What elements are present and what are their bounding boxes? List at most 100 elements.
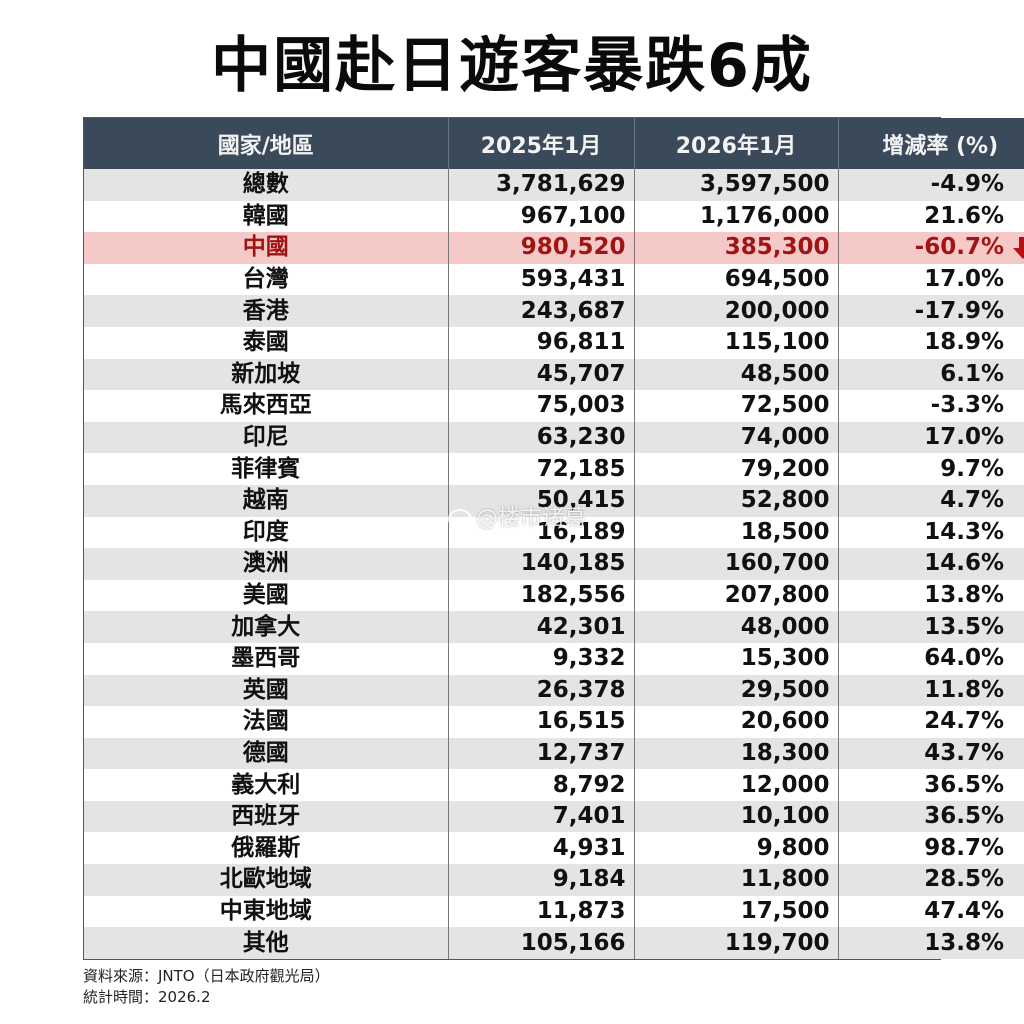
region-cell: 西班牙	[84, 800, 448, 833]
jan-2026-cell: 115,100	[633, 326, 838, 359]
change-rate-cell: 36.5%	[837, 769, 1024, 801]
region-cell: 中國	[84, 232, 448, 264]
jan-2025-cell: 140,185	[447, 548, 634, 580]
change-rate-cell: 17.0%	[837, 421, 1024, 454]
jan-2026-cell: 10,100	[633, 800, 838, 833]
change-rate-cell-text: 18.9%	[924, 329, 1004, 356]
jan-2026-cell: 11,800	[633, 864, 838, 896]
change-rate-cell: -17.9%	[837, 295, 1024, 327]
jan-2025-cell-text: 243,687	[520, 297, 626, 324]
jan-2025-cell: 9,332	[447, 642, 634, 675]
jan-2025-cell: 72,185	[447, 453, 634, 485]
jan-2025-cell-text: 967,100	[520, 202, 626, 229]
jan-2025-cell-text: 182,556	[520, 582, 626, 609]
region-cell: 法國	[84, 706, 448, 738]
change-rate-cell-text: -3.3%	[930, 392, 1004, 419]
region-cell: 泰國	[84, 326, 448, 359]
change-rate-cell: 6.1%	[837, 358, 1024, 391]
change-rate-cell: 13.8%	[837, 927, 1024, 959]
down-arrow-icon	[1013, 237, 1024, 260]
region-cell-text: 其他	[242, 929, 289, 956]
change-rate-cell-text: 6.1%	[940, 360, 1004, 387]
table-row: 新加坡 45,707 48,500 6.1%	[84, 358, 1024, 391]
jan-2025-cell-text: 75,003	[536, 392, 626, 419]
change-rate-cell: -4.9%	[837, 169, 1024, 201]
visitor-table: 國家/地區 2025年1月 2026年1月 增減率 (%) 總數 3,781,62…	[83, 117, 1024, 960]
jan-2026-cell-text: 17,500	[740, 897, 830, 924]
jan-2025-cell: 63,230	[447, 421, 634, 454]
jan-2025-cell: 11,873	[447, 895, 634, 928]
region-cell-text: 義大利	[231, 771, 301, 798]
change-rate-cell-text: 13.8%	[924, 582, 1004, 609]
table-row: 墨西哥 9,332 15,300 64.0%	[84, 642, 1024, 675]
jan-2025-cell: 16,515	[447, 706, 634, 738]
jan-2026-cell-text: 385,300	[724, 234, 830, 261]
jan-2025-cell-text: 16,189	[536, 518, 626, 545]
region-cell: 香港	[84, 295, 448, 327]
jan-2026-cell: 17,500	[633, 895, 838, 928]
jan-2025-cell: 4,931	[447, 832, 634, 865]
region-cell-text: 法國	[242, 708, 289, 735]
change-rate-cell: 28.5%	[837, 864, 1024, 896]
region-cell: 台灣	[84, 263, 448, 296]
jan-2026-cell-text: 74,000	[740, 424, 830, 451]
jan-2026-cell: 15,300	[633, 642, 838, 675]
jan-2026-cell: 9,800	[633, 832, 838, 865]
change-rate-cell: 13.5%	[837, 611, 1024, 643]
jan-2025-cell: 182,556	[447, 579, 634, 612]
change-rate-cell-text: 24.7%	[924, 708, 1004, 735]
jan-2025-cell-text: 105,166	[520, 929, 626, 956]
jan-2025-cell: 96,811	[447, 326, 634, 359]
jan-2025-cell-text: 50,415	[536, 487, 626, 514]
jan-2026-cell: 3,597,500	[633, 169, 838, 201]
jan-2026-cell-text: 18,300	[740, 739, 830, 766]
region-cell: 美國	[84, 579, 448, 612]
header-jan-2025: 2025年1月	[447, 118, 634, 169]
weibo-logo-icon	[448, 509, 472, 529]
jan-2025-cell: 967,100	[447, 200, 634, 233]
region-cell-text: 俄羅斯	[231, 834, 301, 861]
change-rate-cell: 14.6%	[837, 548, 1024, 580]
region-cell: 其他	[84, 927, 448, 959]
change-rate-cell: 9.7%	[837, 453, 1024, 485]
jan-2026-cell-text: 20,600	[740, 708, 830, 735]
region-cell-text: 總數	[242, 171, 289, 198]
change-rate-cell-text: 28.5%	[924, 866, 1004, 893]
change-rate-cell: 43.7%	[837, 737, 1024, 770]
jan-2026-cell: 1,176,000	[633, 200, 838, 233]
jan-2026-cell: 52,800	[633, 484, 838, 517]
table-header-row: 國家/地區 2025年1月 2026年1月 增減率 (%)	[84, 118, 1024, 169]
jan-2026-cell-text: 79,200	[740, 455, 830, 482]
change-rate-cell: 36.5%	[837, 800, 1024, 833]
table-row: 韓國 967,100 1,176,000 21.6%	[84, 200, 1024, 233]
change-rate-cell-text: -17.9%	[914, 297, 1004, 324]
jan-2025-cell: 75,003	[447, 390, 634, 422]
region-cell-text: 中東地域	[219, 897, 312, 924]
table-row: 俄羅斯 4,931 9,800 98.7%	[84, 832, 1024, 865]
jan-2026-cell: 74,000	[633, 421, 838, 454]
jan-2025-cell: 243,687	[447, 295, 634, 327]
change-rate-cell-text: 14.6%	[924, 550, 1004, 577]
watermark-text: @楼市诸葛	[476, 506, 587, 531]
jan-2025-cell-text: 26,378	[536, 676, 626, 703]
table-row: 英國 26,378 29,500 11.8%	[84, 674, 1024, 707]
region-cell: 俄羅斯	[84, 832, 448, 865]
table-row: 西班牙 7,401 10,100 36.5%	[84, 800, 1024, 833]
table-row: 泰國 96,811 115,100 18.9%	[84, 326, 1024, 359]
source-note: 資料來源：JNTO（日本政府觀光局）	[83, 967, 330, 985]
jan-2026-cell: 12,000	[633, 769, 838, 801]
jan-2026-cell: 200,000	[633, 295, 838, 327]
region-cell-text: 中國	[242, 234, 289, 261]
jan-2026-cell-text: 119,700	[724, 929, 830, 956]
jan-2025-cell: 593,431	[447, 263, 634, 296]
jan-2025-cell-text: 16,515	[536, 708, 626, 735]
change-rate-cell-text: -4.9%	[930, 171, 1004, 198]
jan-2026-cell: 18,300	[633, 737, 838, 770]
jan-2025-cell-text: 72,185	[536, 455, 626, 482]
region-cell: 總數	[84, 169, 448, 201]
table-row: 越南 50,415 52,800 4.7%	[84, 484, 1024, 517]
jan-2025-cell-text: 593,431	[520, 266, 626, 293]
jan-2025-cell-text: 96,811	[536, 329, 626, 356]
jan-2025-cell-text: 11,873	[536, 897, 626, 924]
jan-2025-cell-text: 42,301	[536, 613, 626, 640]
